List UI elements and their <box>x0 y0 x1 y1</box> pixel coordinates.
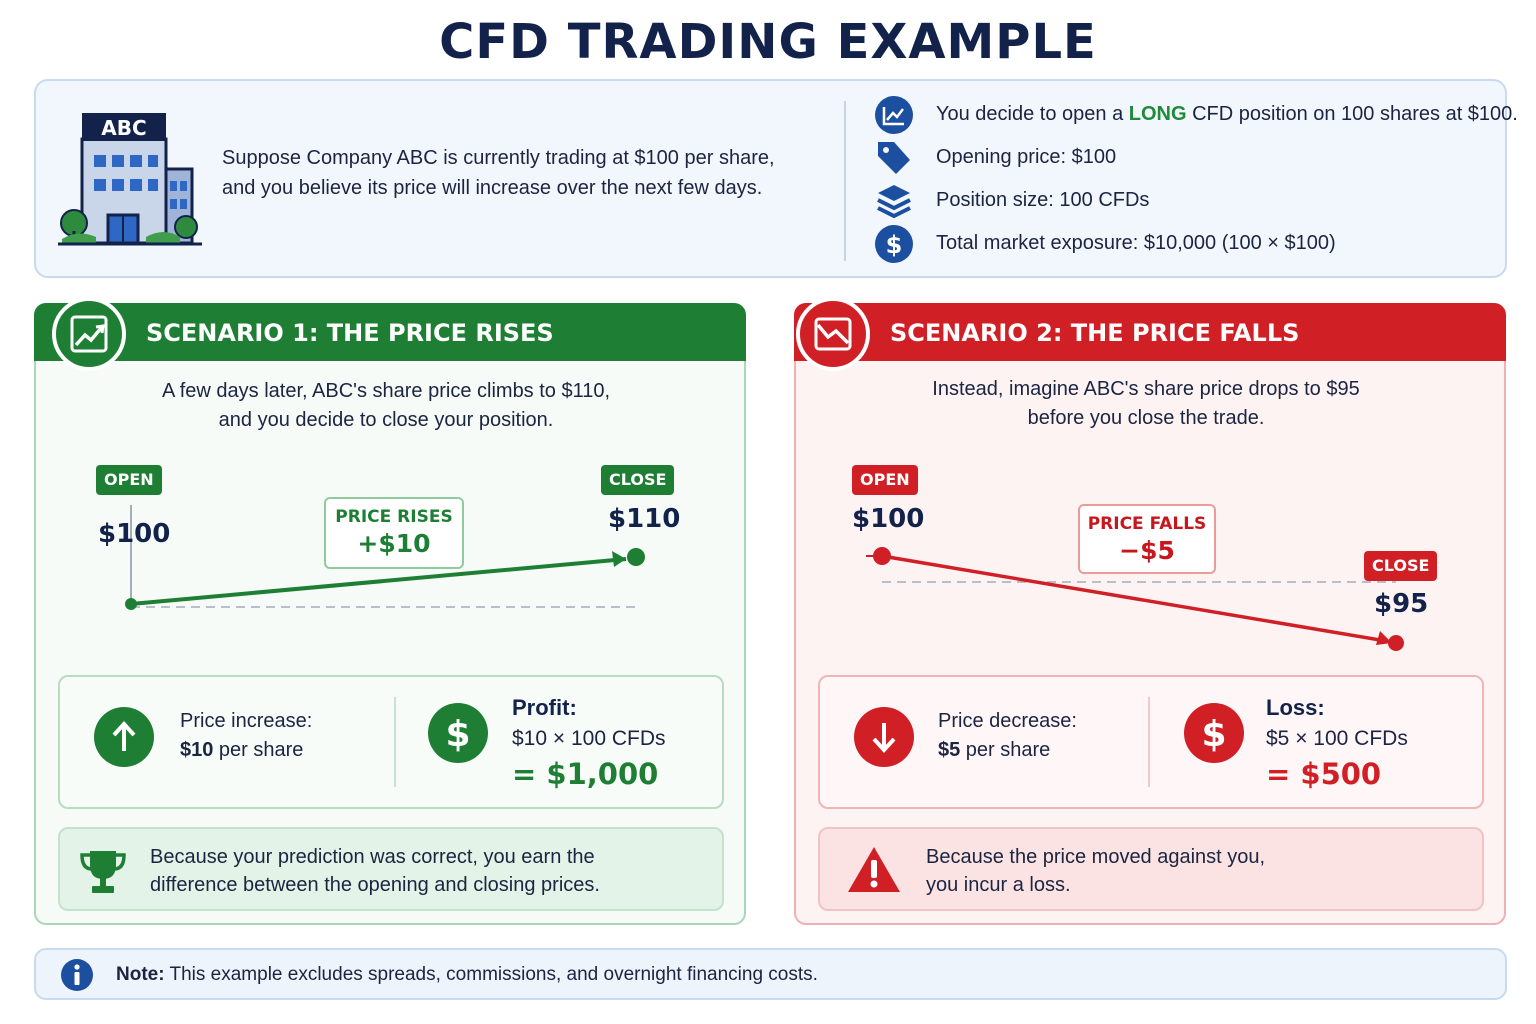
note-bar: Note: This example excludes spreads, com… <box>34 948 1507 1000</box>
result-total: = $1,000 <box>512 757 659 791</box>
rise-line <box>130 557 627 606</box>
fall-line <box>881 554 1387 643</box>
profit-calculation: Price increase: $10 per share $ Profit: … <box>58 675 724 809</box>
trophy-icon <box>80 851 126 893</box>
building-label: ABC <box>101 116 146 140</box>
calc-divider <box>394 697 396 787</box>
dollar-icon: $ <box>428 703 488 763</box>
fall-arrowhead <box>1376 631 1392 645</box>
fact-decision: You decide to open a LONG CFD position o… <box>874 95 1518 135</box>
open-tag: OPEN <box>96 465 162 495</box>
scenario-1-panel: SCENARIO 1: THE PRICE RISES A few days l… <box>34 297 746 925</box>
scenario-1-title: SCENARIO 1: THE PRICE RISES <box>146 319 554 347</box>
svg-text:$: $ <box>1201 714 1226 755</box>
result-title: Loss: <box>1266 695 1325 720</box>
close-price: $110 <box>608 504 681 534</box>
scenario-1-description: A few days later, ABC's share price clim… <box>161 380 611 431</box>
layers-icon <box>877 185 911 219</box>
price-fall-chart <box>866 547 1404 651</box>
dollar-icon: $ <box>1184 703 1244 763</box>
close-tag: CLOSE <box>601 465 675 495</box>
scenario-2-header: SCENARIO 2: THE PRICE FALLS <box>794 297 1506 371</box>
close-tag: CLOSE <box>1364 551 1438 581</box>
loss-calculation: Price decrease: $5 per share $ Loss: $5 … <box>818 675 1484 809</box>
price-change-text: Price decrease: $5 per share <box>938 710 1077 761</box>
trend-up-icon <box>52 297 126 371</box>
fact-exposure: $ Total market exposure: $10,000 (100 × … <box>874 224 1514 264</box>
scenario-1-conclusion: Because your prediction was correct, you… <box>58 827 724 911</box>
dollar-icon: $ <box>875 225 913 263</box>
trend-down-icon <box>796 297 870 371</box>
arrow-up-icon <box>94 707 154 767</box>
open-point <box>125 598 137 610</box>
close-point <box>1388 635 1404 651</box>
arrow-down-icon <box>854 707 914 767</box>
price-rise-box: PRICE RISES +$10 <box>324 497 464 569</box>
scenario-2-panel: SCENARIO 2: THE PRICE FALLS Instead, ima… <box>794 297 1506 925</box>
scenario-2-description: Instead, imagine ABC's share price drops… <box>932 378 1360 429</box>
price-fall-box: PRICE FALLS −$5 <box>1078 504 1216 574</box>
svg-text:$: $ <box>886 231 903 259</box>
price-change-text: Price increase: $10 per share <box>180 710 313 761</box>
result-title: Profit: <box>512 695 577 720</box>
long-highlight: LONG <box>1128 103 1187 125</box>
scenario-1-header: SCENARIO 1: THE PRICE RISES <box>34 297 746 371</box>
open-price: $100 <box>852 504 925 534</box>
result-total: = $500 <box>1266 757 1382 791</box>
note-text: Note: This example excludes spreads, com… <box>116 964 818 985</box>
fact-position-size: Position size: 100 CFDs <box>874 181 1514 221</box>
open-price: $100 <box>98 519 171 549</box>
open-tag: OPEN <box>852 465 918 495</box>
page-title: CFD TRADING EXAMPLE <box>439 14 1097 70</box>
close-price: $95 <box>1374 589 1429 619</box>
svg-text:$: $ <box>445 714 470 755</box>
close-point <box>627 548 645 566</box>
price-tag-icon <box>878 142 910 174</box>
chart-line-icon <box>875 96 913 134</box>
warning-icon <box>848 847 900 892</box>
scenario-2-conclusion: Because the price moved against you, you… <box>818 827 1484 911</box>
info-icon <box>61 959 93 991</box>
intro-divider <box>844 101 846 261</box>
fact-opening-price: Opening price: $100 <box>874 138 1514 178</box>
calc-divider <box>1148 697 1150 787</box>
office-building-icon: ABC <box>58 113 202 246</box>
price-rise-chart <box>125 505 645 610</box>
intro-description: Suppose Company ABC is currently trading… <box>222 147 775 199</box>
open-point <box>873 547 891 565</box>
result-formula: $10 × 100 CFDs <box>512 727 666 750</box>
intro-panel: ABC Suppose Company ABC is currently tra… <box>34 79 1518 278</box>
scenario-2-title: SCENARIO 2: THE PRICE FALLS <box>890 319 1300 347</box>
result-formula: $5 × 100 CFDs <box>1266 727 1408 750</box>
rise-arrowhead <box>612 551 626 567</box>
